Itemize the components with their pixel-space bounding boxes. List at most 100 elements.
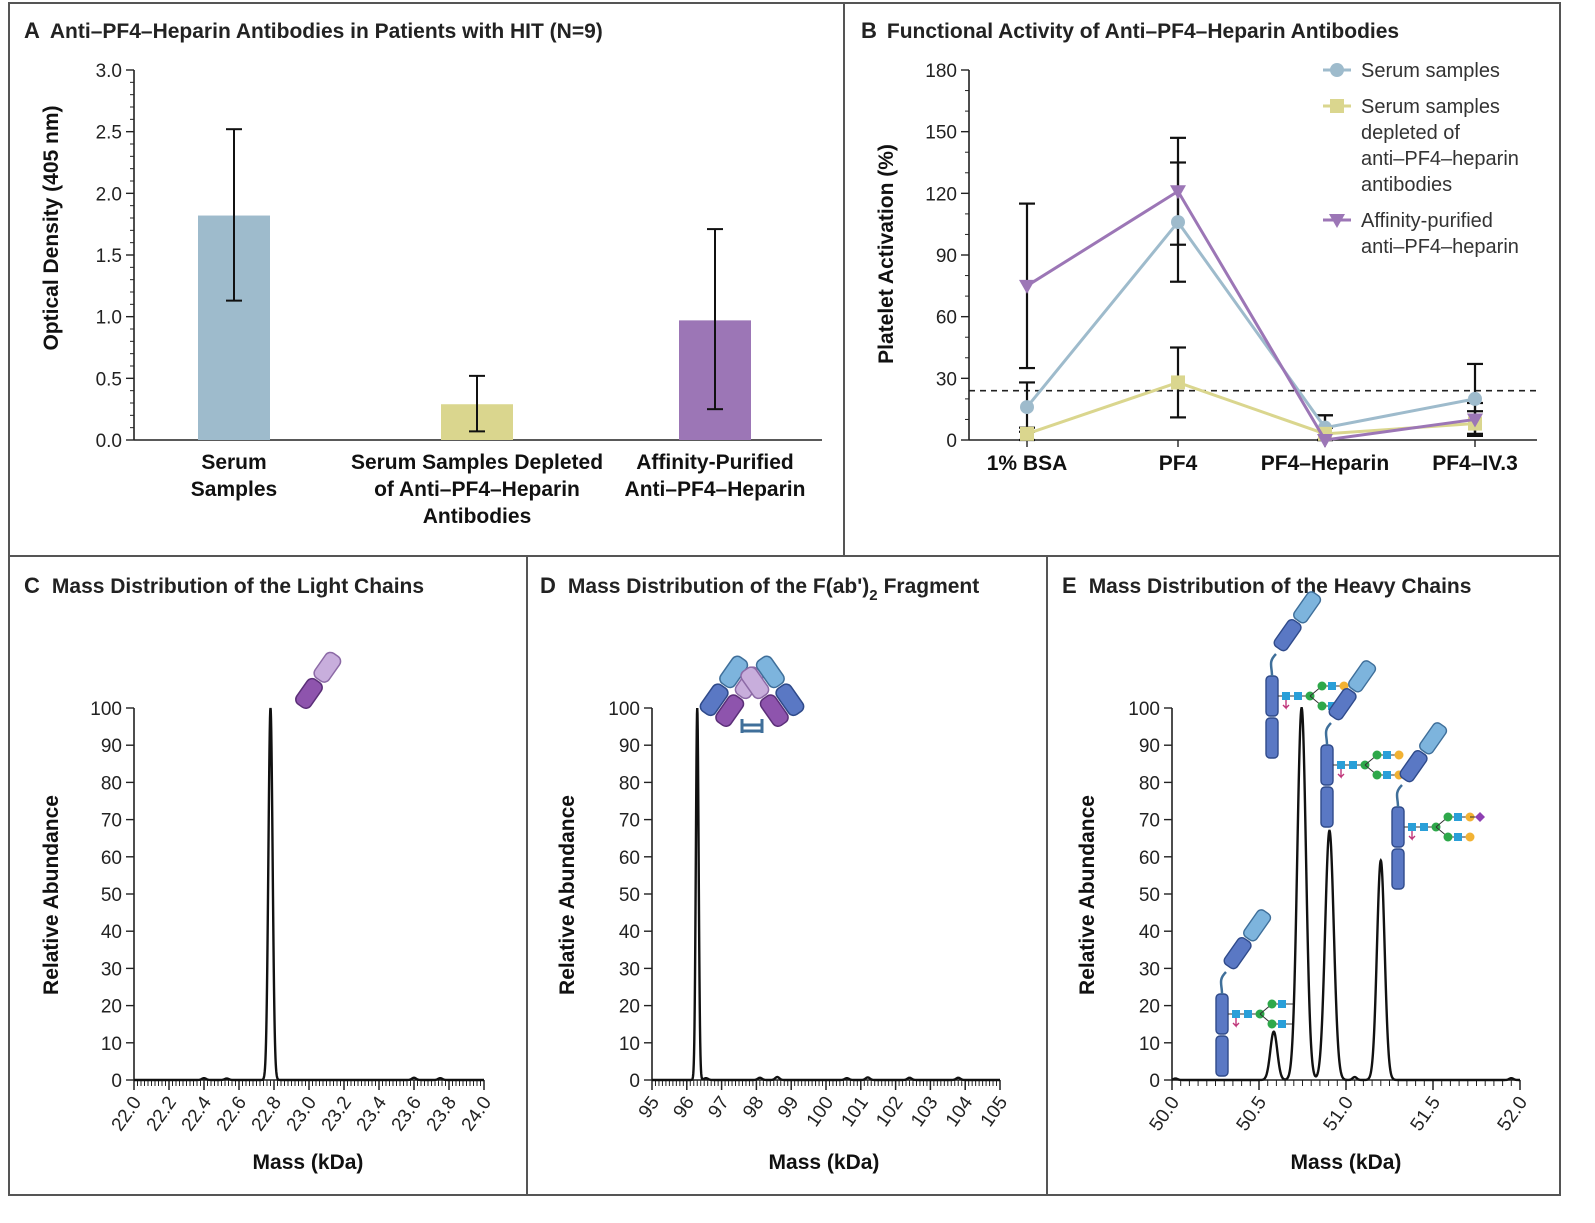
domain-block	[1293, 591, 1322, 624]
legend-label: anti–PF4–heparin	[1361, 148, 1519, 170]
y-tick-label: 20	[1139, 997, 1160, 1018]
panel-c: C Mass Distribution of the Light Chains R…	[8, 555, 528, 1196]
y-tick-label: 90	[1139, 736, 1160, 757]
glcnac-square	[1383, 751, 1391, 759]
panel-d-chart: D Mass Distribution of the F(ab')2 Fragmen…	[540, 573, 1012, 1174]
y-tick-label: 30	[1139, 959, 1160, 980]
x-tick-label: 23.0	[283, 1093, 321, 1135]
mannose-circle	[1317, 681, 1327, 691]
fab-arm	[1399, 722, 1448, 783]
domain-block	[1320, 786, 1334, 828]
domain-block	[1215, 1035, 1229, 1077]
panel-d-title: D Mass Distribution of the F(ab')2 Fragmen…	[540, 573, 979, 604]
hinge	[1219, 971, 1227, 995]
x-tick-label: 104	[942, 1092, 978, 1130]
category-label: Anti–PF4–Heparin	[625, 478, 806, 501]
glcnac-square	[1420, 823, 1428, 831]
y-tick-label: 0	[629, 1071, 640, 1092]
data-point	[1170, 185, 1186, 200]
hinge	[1269, 653, 1277, 677]
domain-block	[1265, 717, 1279, 759]
glcnac-square	[1244, 1010, 1252, 1018]
y-tick-label: 150	[925, 123, 957, 144]
domain-block	[1399, 750, 1428, 783]
y-tick-label: 30	[619, 959, 640, 980]
y-tick-label: 180	[925, 61, 957, 82]
fucose-mark	[1337, 769, 1345, 779]
data-point	[1020, 400, 1034, 415]
category-label: 1% BSA	[987, 452, 1068, 475]
panel-e: E Mass Distribution of the Heavy Chains R…	[1046, 555, 1561, 1196]
y-tick-label: 10	[619, 1034, 640, 1055]
y-tick-label: 0	[946, 431, 957, 452]
glcnac-square	[1337, 761, 1345, 769]
glcnac-square	[1383, 771, 1391, 779]
data-point	[1171, 215, 1185, 230]
panel-d: D Mass Distribution of the F(ab')2 Fragmen…	[526, 555, 1048, 1196]
heavy-chain-icon	[1265, 591, 1349, 759]
y-tick-label: 70	[101, 811, 122, 832]
y-tick-label: 0	[1149, 1071, 1160, 1092]
y-tick-label: 70	[1139, 811, 1160, 832]
y-tick-label: 50	[101, 885, 122, 906]
mannose-circle	[1267, 999, 1277, 1009]
glycoform-icons	[1215, 591, 1485, 1077]
mannose-circle	[1372, 750, 1382, 760]
sialic-acid-diamond	[1475, 812, 1485, 822]
panel-c-chart: C Mass Distribution of the Light Chains R…	[24, 573, 496, 1174]
x-tick-label: 50.0	[1146, 1093, 1184, 1135]
y-tick-label: 80	[619, 773, 640, 794]
x-tick-label: 22.4	[178, 1092, 217, 1135]
x-tick-label: 22.0	[108, 1093, 146, 1135]
y-tick-label: 2.0	[96, 184, 122, 205]
galactose-circle	[1394, 750, 1404, 760]
glcnac-square	[1232, 1010, 1240, 1018]
mannose-circle	[1267, 1019, 1277, 1029]
domain-block	[1223, 937, 1252, 970]
mannose-circle	[1443, 812, 1453, 822]
legend-label: Serum samples	[1361, 60, 1500, 82]
y-tick-label: 10	[1139, 1034, 1160, 1055]
x-tick-label: 95	[635, 1093, 664, 1122]
spectrum-trace	[134, 707, 484, 1082]
x-tick-label: 22.6	[213, 1093, 251, 1135]
category-label: PF4	[1159, 452, 1198, 475]
x-tick-label: 22.2	[143, 1093, 181, 1135]
domain-block	[1273, 619, 1302, 652]
domain-block	[1328, 688, 1357, 721]
domain-block	[1391, 848, 1405, 890]
data-point	[1171, 375, 1185, 390]
category-label: PF4–Heparin	[1261, 452, 1389, 475]
glcnac-square	[1408, 823, 1416, 831]
y-tick-label: 60	[619, 848, 640, 869]
x-tick-label: 100	[803, 1093, 838, 1131]
galactose-circle	[1465, 832, 1475, 842]
panel-a-chart: A Anti–PF4–Heparin Antibodies in Patients…	[24, 18, 822, 528]
data-point	[1467, 413, 1483, 428]
y-tick-label: 100	[608, 699, 640, 720]
glcnac-square	[1282, 692, 1290, 700]
y-tick-label: 80	[1139, 773, 1160, 794]
category-label: Antibodies	[423, 505, 532, 528]
y-tick-label: 60	[936, 308, 957, 329]
category-label: PF4–IV.3	[1432, 452, 1518, 475]
heavy-chain-icon	[1215, 909, 1294, 1077]
panel-c-title: C Mass Distribution of the Light Chains	[24, 573, 424, 598]
y-tick-label: 1.5	[96, 246, 122, 267]
legend-label: depleted of	[1361, 122, 1460, 144]
category-label: of Anti–PF4–Heparin	[374, 478, 580, 501]
heavy-chain-icon	[1320, 660, 1404, 828]
category-label: Serum	[201, 451, 266, 474]
x-tick-label: 103	[907, 1093, 942, 1131]
y-tick-label: 100	[90, 699, 122, 720]
y-tick-label: 30	[101, 959, 122, 980]
data-point	[1317, 434, 1333, 448]
glcnac-square	[1278, 1000, 1286, 1008]
fucose-mark	[1282, 700, 1290, 710]
spectrum-trace	[652, 707, 1000, 1082]
heavy-chain-icon	[1391, 722, 1485, 890]
glcnac-square	[1454, 833, 1462, 841]
hinge	[1395, 784, 1403, 808]
panel-c-ylabel: Relative Abundance	[40, 795, 63, 995]
x-tick-label: 98	[739, 1093, 768, 1122]
